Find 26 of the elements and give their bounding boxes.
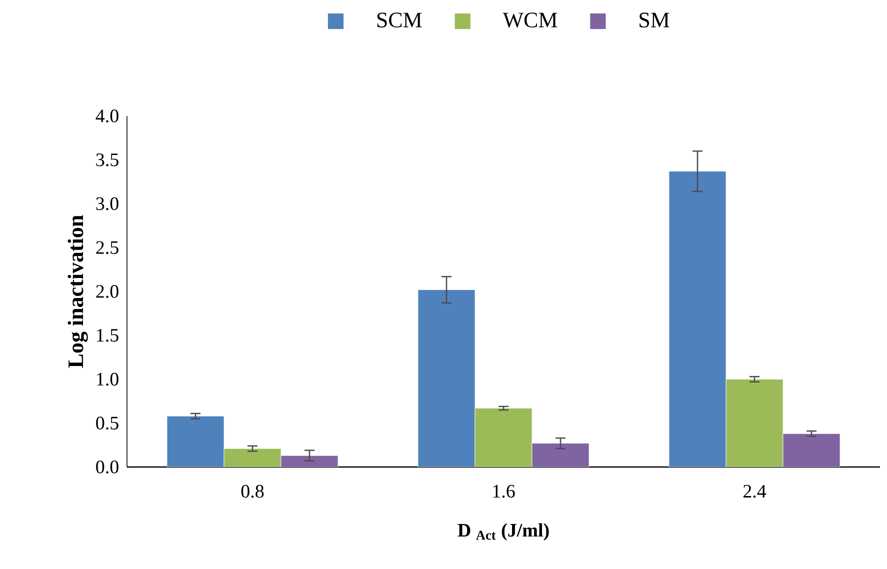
y-tick-label: 3.5 xyxy=(96,153,118,166)
legend-label: SM xyxy=(640,12,670,28)
bar xyxy=(532,443,590,467)
x-tick-label: 0.8 xyxy=(241,484,264,498)
x-tick-label: 2.4 xyxy=(743,484,766,498)
y-axis-title: Log inactivation xyxy=(68,215,88,368)
bar xyxy=(474,408,532,467)
bar xyxy=(281,456,338,467)
y-tick-label: 1.5 xyxy=(97,328,118,342)
bar xyxy=(418,290,476,467)
legend-label: SCM xyxy=(377,12,422,28)
bar xyxy=(668,171,726,467)
y-tick-label: 0.0 xyxy=(96,460,118,474)
bar xyxy=(224,448,282,467)
bar xyxy=(782,433,840,467)
y-tick-label: 2.0 xyxy=(96,285,118,298)
y-tick-label: 1.0 xyxy=(97,372,118,386)
y-tick-label: 0.5 xyxy=(96,416,118,430)
x-tick-label: 1.6 xyxy=(493,484,515,498)
y-tick-label: 4.0 xyxy=(96,110,118,122)
bar xyxy=(166,416,224,467)
x-axis-title: D $_{Act}$ (J/ml) xyxy=(458,523,549,541)
legend-label: WCM xyxy=(502,12,558,28)
y-tick-label: 3.0 xyxy=(96,197,118,210)
bar xyxy=(726,379,784,467)
y-tick-label: 2.5 xyxy=(96,241,118,254)
